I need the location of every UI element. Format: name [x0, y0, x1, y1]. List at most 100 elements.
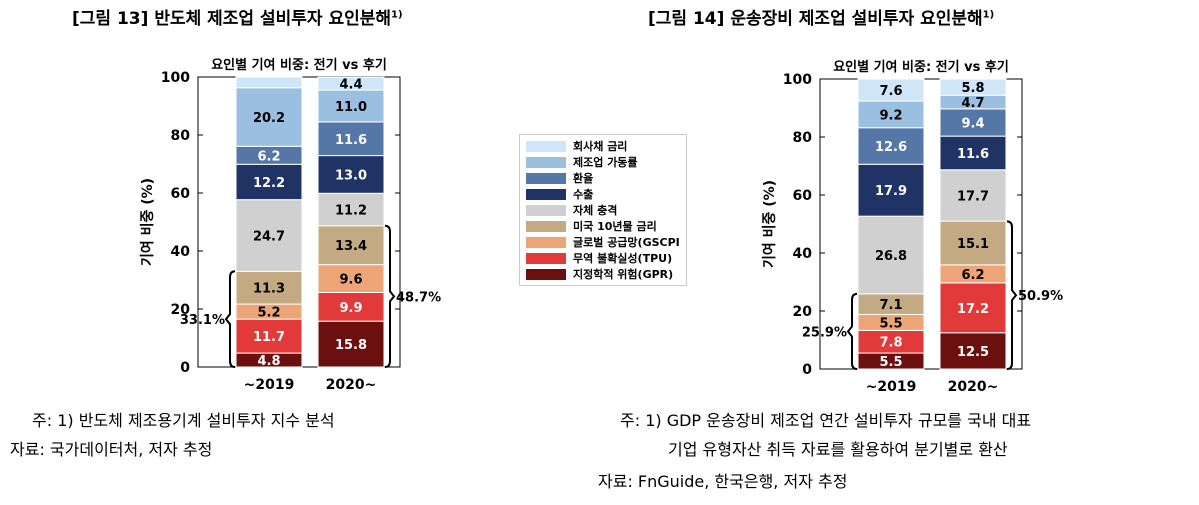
legend-item: 수출	[526, 186, 680, 202]
bar-segment	[235, 76, 303, 89]
legend-label: 자체 충격	[573, 204, 618, 217]
brace	[846, 292, 858, 370]
data-label: 6.2	[961, 268, 984, 283]
figure-14-caption: [그림 14] 운송장비 제조업 설비투자 요인분해1)	[648, 9, 995, 29]
y-tick-label: 0	[180, 360, 190, 376]
chart-title: 요인별 기여 비중: 전기 vs 후기	[833, 59, 1009, 75]
note-14-line1: 주: 1) GDP 운송장비 제조업 연간 설비투자 규모를 국내 대표	[620, 411, 1032, 430]
data-label: 12.6	[875, 140, 907, 155]
x-tick-label: ~2019	[866, 379, 917, 395]
figure-13-caption: [그림 13] 반도체 제조업 설비투자 요인분해1)	[72, 9, 403, 29]
bar-segment	[857, 100, 925, 129]
y-tick-label: 60	[171, 186, 191, 202]
legend-label: 미국 10년물 금리	[573, 220, 657, 233]
data-label: 11.6	[957, 147, 989, 162]
bar-segment	[857, 215, 925, 295]
bar-segment	[317, 121, 385, 157]
brace-label: 25.9%	[802, 325, 847, 340]
y-tick-label: 20	[171, 302, 191, 318]
data-label: 9.2	[879, 108, 902, 123]
data-label: 17.2	[957, 302, 989, 317]
y-tick-label: 100	[783, 72, 812, 88]
data-label: 9.4	[961, 117, 984, 132]
bar-segment	[317, 89, 385, 123]
legend-item: 자체 충격	[526, 202, 680, 218]
bar-segment	[939, 169, 1007, 222]
data-label: 12.5	[957, 345, 989, 360]
bar-segment	[317, 192, 385, 227]
data-label: 4.8	[257, 354, 280, 369]
data-label: 24.7	[253, 229, 285, 244]
data-label: 13.4	[335, 239, 367, 254]
legend-swatch	[526, 252, 566, 264]
y-tick-label: 80	[793, 130, 813, 146]
bar-segment	[317, 76, 385, 91]
data-label: 20.2	[253, 111, 285, 126]
legend-item: 지정학적 위험(GPR)	[526, 266, 680, 282]
legend-swatch	[526, 156, 566, 168]
bar-segment	[317, 225, 385, 266]
legend-item: 제조업 가동률	[526, 154, 680, 170]
x-tick-label: 2020~	[948, 379, 999, 395]
y-tick-label: 40	[171, 244, 191, 260]
data-label: 17.7	[957, 189, 989, 204]
data-label: 6.2	[257, 149, 280, 164]
data-label: 5.5	[879, 355, 902, 370]
data-label: 15.8	[335, 338, 367, 353]
y-axis-label: 기여 비중 (%)	[761, 180, 778, 268]
legend-label: 제조업 가동률	[573, 156, 638, 169]
bar-segment	[317, 155, 385, 194]
y-tick-label: 100	[161, 70, 190, 86]
data-label: 11.3	[253, 282, 285, 297]
y-tick-label: 0	[802, 362, 812, 378]
source-13: 자료: 국가데이터처, 저자 추정	[10, 440, 213, 459]
bar-segment	[317, 320, 385, 368]
legend-label: 수출	[573, 188, 594, 201]
bar-segment	[235, 87, 303, 147]
data-label: 11.2	[335, 204, 367, 219]
source-14: 자료: FnGuide, 한국은행, 저자 추정	[598, 472, 848, 491]
legend-swatch	[526, 204, 566, 216]
data-label: 12.2	[253, 176, 285, 191]
brace	[1006, 220, 1018, 370]
brace	[224, 270, 236, 368]
legend-swatch	[526, 236, 566, 248]
bar-segment	[317, 264, 385, 293]
y-tick-label: 60	[793, 188, 813, 204]
bar-segment	[317, 291, 385, 322]
legend-swatch	[526, 220, 566, 232]
y-tick-label: 20	[793, 304, 813, 320]
y-axis-label: 기여 비중 (%)	[139, 178, 156, 266]
chart-semiconductor: 요인별 기여 비중: 전기 vs 후기 0 20 40 60 80 100 기여 비중 (%)…	[139, 57, 441, 393]
legend-swatch	[526, 172, 566, 184]
brace-label: 33.1%	[180, 313, 225, 328]
y-tick-label: 40	[793, 246, 813, 262]
y-tick-label: 80	[171, 128, 191, 144]
legend-swatch	[526, 188, 566, 200]
data-label: 11.7	[253, 330, 285, 345]
data-label: 15.1	[957, 237, 989, 252]
legend-item: 환율	[526, 170, 680, 186]
note-13: 주: 1) 반도체 제조용기계 설비투자 지수 분석	[32, 411, 335, 430]
data-label: 4.4	[339, 78, 362, 93]
data-label: 7.8	[879, 336, 902, 351]
data-label: 5.2	[257, 306, 280, 321]
legend-item: 무역 불확실성(TPU)	[526, 250, 680, 266]
data-label: 17.9	[875, 184, 907, 199]
data-label: 5.8	[961, 81, 984, 96]
bar-segment	[857, 163, 925, 217]
data-label: 7.1	[879, 298, 902, 313]
legend-label: 환율	[573, 172, 594, 185]
chart-transport-equipment: 요인별 기여 비중: 전기 vs 후기 0 20 40 60 80 100 기여 비중 (%)…	[761, 59, 1063, 395]
legend-swatch	[526, 140, 566, 152]
legend-label: 무역 불확실성(TPU)	[573, 252, 673, 265]
data-label: 5.5	[879, 316, 902, 331]
legend-swatch	[526, 268, 566, 280]
legend-item: 글로벌 공급망(GSCPI	[526, 234, 680, 250]
bar-segment	[939, 135, 1007, 171]
legend-label: 회사채 금리	[573, 140, 628, 153]
x-tick-label: ~2019	[244, 377, 295, 393]
bar-segment	[939, 108, 1007, 137]
data-label: 26.8	[875, 249, 907, 264]
